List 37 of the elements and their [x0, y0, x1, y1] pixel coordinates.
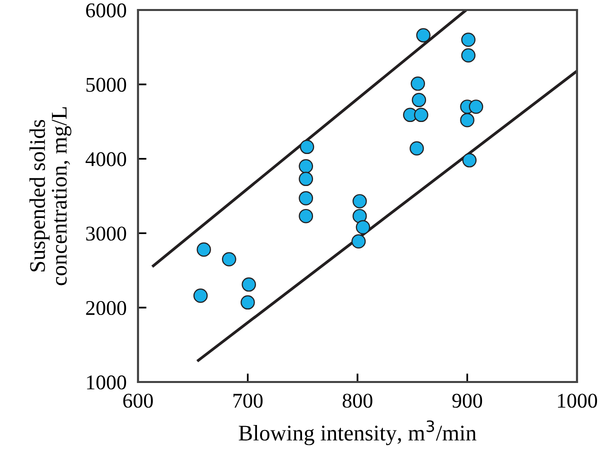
- y-tick-label: 2000: [86, 300, 126, 316]
- point: [352, 194, 367, 208]
- point: [196, 242, 211, 257]
- point: [193, 288, 208, 303]
- x-tick-label: 800: [342, 394, 372, 408]
- y-tick-label: 3000: [86, 226, 126, 241]
- point: [410, 76, 426, 91]
- point: [222, 252, 236, 266]
- point: [298, 208, 314, 224]
- x-axis-title: Blowing intensity, m$^{3}$/min: [238, 420, 476, 446]
- x-tick-label: 900: [452, 394, 482, 408]
- y-tick-label: 6000: [86, 3, 126, 18]
- y-tick-label: 5000: [86, 78, 126, 92]
- point: [298, 159, 314, 174]
- y-tick-label: 1000: [87, 375, 126, 390]
- point: [240, 295, 255, 310]
- x-tick-label: 700: [234, 394, 263, 408]
- point: [352, 208, 367, 224]
- point: [414, 108, 428, 122]
- point: [460, 112, 474, 128]
- point: [298, 191, 314, 206]
- y-axis-title: Suspended solids concentration, mg/L: [29, 107, 72, 286]
- y-tick-label: 4000: [86, 152, 126, 166]
- point: [468, 100, 484, 114]
- point: [410, 141, 424, 156]
- point: [242, 277, 256, 292]
- point: [462, 153, 477, 168]
- point: [461, 48, 476, 63]
- point: [416, 28, 430, 42]
- point: [298, 172, 314, 186]
- point: [412, 92, 426, 108]
- point: [356, 220, 370, 234]
- point: [461, 32, 476, 47]
- x-tick-label: 1000: [558, 394, 598, 408]
- point: [351, 234, 366, 249]
- point: [300, 140, 314, 154]
- x-tick-label: 600: [123, 394, 153, 408]
